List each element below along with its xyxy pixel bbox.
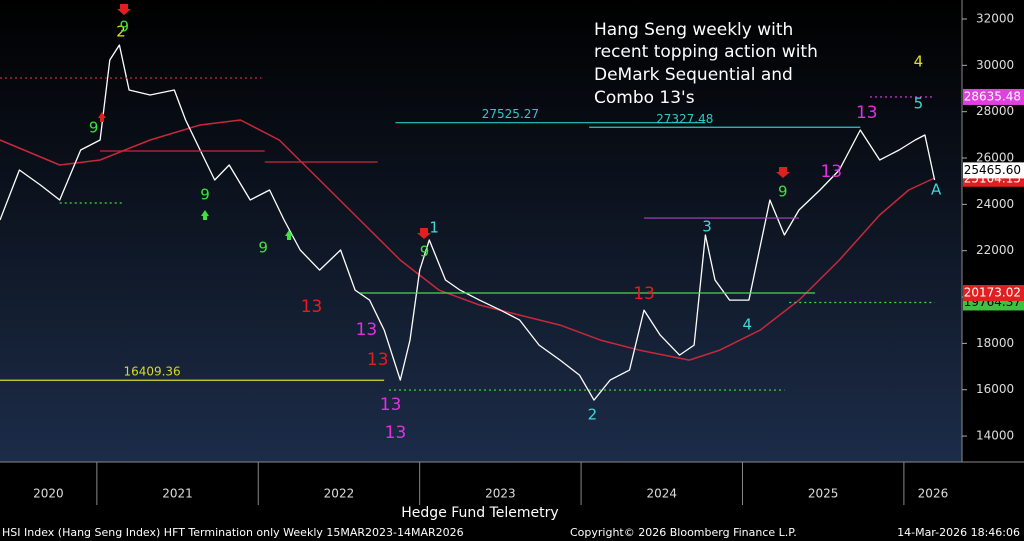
price-tag bbox=[963, 88, 1024, 105]
y-tick-label: 18000 bbox=[976, 336, 1014, 350]
footer-left: HSI Index (Hang Seng Index) HFT Terminat… bbox=[2, 526, 464, 539]
x-axis-area bbox=[0, 462, 1024, 541]
demark-count: 1 bbox=[429, 219, 439, 237]
demark-count: 13 bbox=[367, 350, 389, 370]
footer-right: 14-Mar-2026 18:46:06 bbox=[897, 526, 1020, 539]
y-tick-label: 30000 bbox=[976, 58, 1014, 72]
y-tick-label: 16000 bbox=[976, 382, 1014, 396]
demark-count: 4 bbox=[743, 316, 753, 334]
x-tick-label: 2025 bbox=[808, 487, 839, 501]
x-tick-label: 2020 bbox=[33, 487, 64, 501]
title-line: Combo 13's bbox=[594, 88, 695, 108]
price-tag-label: 28635.48 bbox=[964, 89, 1021, 103]
x-tick-label: 2023 bbox=[485, 487, 516, 501]
demark-count: 4 bbox=[914, 53, 924, 71]
demark-count: 9 bbox=[89, 119, 99, 137]
price-tag bbox=[963, 162, 1024, 179]
subtitle: Hedge Fund Telemetry bbox=[401, 505, 558, 521]
plot-area bbox=[0, 0, 962, 462]
sell-arrow bbox=[776, 167, 790, 178]
price-tag-label: 20173.02 bbox=[964, 286, 1021, 300]
demark-count: 9 bbox=[258, 239, 268, 257]
title-box: Hang Seng weekly with recent topping act… bbox=[594, 20, 818, 108]
y-tick-label: 24000 bbox=[976, 197, 1014, 211]
demark-count: 9 bbox=[778, 183, 788, 201]
demark-count: 9 bbox=[120, 17, 130, 35]
buy-arrow bbox=[201, 210, 209, 220]
demark-count: A bbox=[931, 181, 942, 199]
title-line: Hang Seng weekly with bbox=[594, 20, 793, 40]
y-tick-label: 32000 bbox=[976, 11, 1014, 25]
demark-count: 5 bbox=[914, 95, 924, 113]
x-tick-label: 2022 bbox=[324, 487, 355, 501]
demark-count: 13 bbox=[385, 423, 407, 443]
x-tick-label: 2024 bbox=[647, 487, 678, 501]
title-line: recent topping action with bbox=[594, 42, 818, 62]
title-line: DeMark Sequential and bbox=[594, 65, 793, 85]
level-label: 27327.48 bbox=[656, 112, 713, 126]
demark-count: 2 bbox=[116, 22, 126, 40]
demark-count: 13 bbox=[356, 320, 378, 340]
level-label: 16409.36 bbox=[123, 365, 180, 379]
price-tag bbox=[963, 285, 1024, 302]
y-tick-label: 28000 bbox=[976, 104, 1014, 118]
y-tick-label: 14000 bbox=[976, 429, 1014, 443]
y-axis-area bbox=[962, 0, 1024, 462]
demark-count: 9 bbox=[200, 186, 210, 204]
x-tick-label: 2026 bbox=[918, 487, 949, 501]
demark-count: 2 bbox=[588, 406, 598, 424]
price-tag-label: 25465.60 bbox=[964, 163, 1021, 177]
demark-count: 13 bbox=[856, 103, 878, 123]
sell-arrow bbox=[117, 4, 131, 15]
y-tick-label: 26000 bbox=[976, 151, 1014, 165]
footer-center: Copyright© 2026 Bloomberg Finance L.P. bbox=[570, 526, 797, 539]
level-label: 27525.27 bbox=[482, 107, 539, 121]
signal-arrows bbox=[98, 4, 790, 240]
demark-count: 13 bbox=[301, 297, 323, 317]
buy-arrow bbox=[285, 230, 293, 240]
y-tick-label: 22000 bbox=[976, 243, 1014, 257]
demark-count: 9 bbox=[420, 243, 430, 261]
demark-count: 13 bbox=[820, 162, 842, 182]
demark-count: 13 bbox=[380, 395, 402, 415]
demark-count: 13 bbox=[633, 284, 655, 304]
demark-count: 3 bbox=[702, 218, 712, 236]
sell-arrow bbox=[417, 228, 431, 239]
x-tick-label: 2021 bbox=[162, 487, 193, 501]
arrow bbox=[98, 112, 106, 122]
